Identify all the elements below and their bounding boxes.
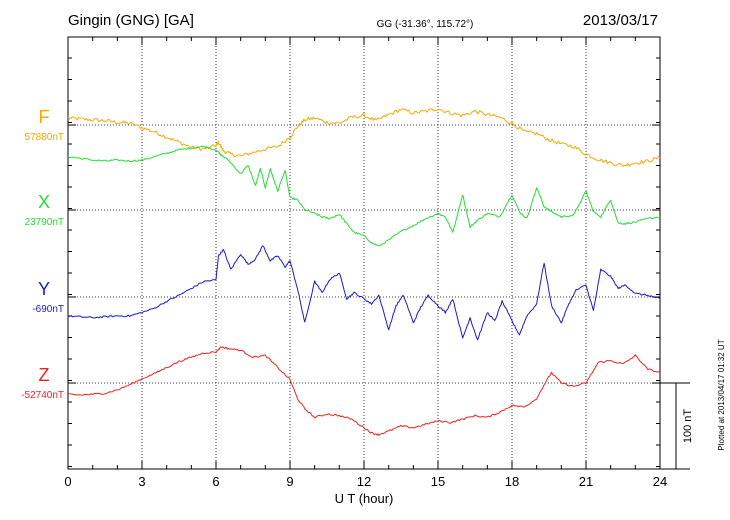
axis-ticks [67,37,661,469]
series-name-f: F [39,107,50,127]
x-tick-label: 24 [653,474,667,489]
plotted-timestamp: Plotted at 2013/04/17 01:32 UT [717,339,726,450]
x-tick-label: 3 [138,474,145,489]
scale-bar: 100 nT [660,382,694,470]
series-line-z [67,346,661,436]
grid [68,37,660,469]
station-coordinates: GG (-31.36°, 115.72°) [377,19,474,30]
series-baseline-y: -690nT [32,304,64,315]
x-tick-label: 18 [505,474,519,489]
series-line-x [67,145,661,247]
scale-bar-label: 100 nT [682,409,694,444]
series-line-y [67,245,661,341]
x-tick-labels: 0 3 6 9 12 15 18 21 24 [64,474,667,489]
x-tick-label: 21 [579,474,593,489]
series-name-y: Y [38,279,50,299]
series-lines [67,108,661,436]
x-axis-label: U T (hour) [335,491,394,506]
series-baseline-f: 57880nT [25,132,64,143]
chart-date: 2013/03/17 [583,12,658,29]
series-labels: F 57880nT X 23790nT Y -690nT Z -52740nT [21,107,64,401]
x-tick-label: 9 [286,474,293,489]
series-baseline-z: -52740nT [21,390,64,401]
x-tick-label: 6 [212,474,219,489]
x-tick-label: 12 [357,474,371,489]
series-line-f [67,108,661,167]
x-tick-label: 0 [64,474,71,489]
series-baseline-x: 23790nT [25,217,64,228]
station-title: Gingin (GNG) [GA] [68,12,194,29]
series-name-x: X [38,192,50,212]
x-tick-label: 15 [431,474,445,489]
series-name-z: Z [39,365,50,385]
